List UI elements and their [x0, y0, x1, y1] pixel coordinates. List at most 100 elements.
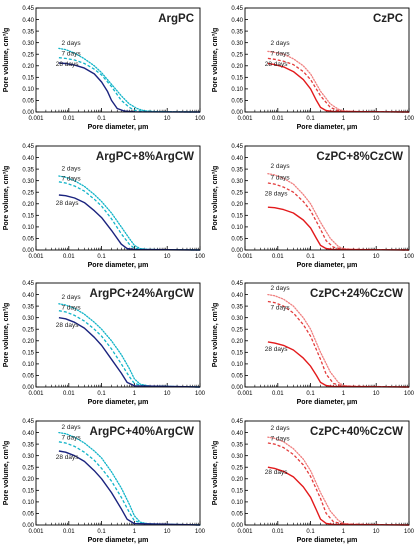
x-tick-label: 0.1 [97, 529, 106, 535]
x-tick-label: 0.1 [97, 116, 106, 122]
x-tick-label: 10 [373, 391, 380, 397]
x-tick-label: 1 [133, 529, 137, 535]
y-tick-label: 0.30 [22, 453, 34, 459]
y-tick-label: 0.15 [231, 351, 243, 357]
y-axis-label: Pore volume, cm³/g [212, 28, 219, 93]
series-line [267, 62, 410, 113]
chart-panel: 0.00 0.05 0.10 0.15 0.20 0.25 0.30 0.35 0.40 0.45… [212, 419, 415, 544]
y-tick-label: 0.25 [22, 327, 34, 333]
y-tick-label: 0.40 [231, 430, 243, 436]
series-label: 7 days [62, 175, 82, 182]
series-label: 28 days [56, 454, 80, 461]
chart-title: ArgPC [158, 13, 194, 25]
series-label: 7 days [271, 174, 291, 181]
y-axis-label: Pore volume, cm³/g [212, 440, 219, 505]
y-axis-label: Pore volume, cm³/g [212, 303, 219, 368]
y-tick-label: 0.15 [231, 488, 243, 494]
series-line [267, 57, 410, 113]
y-tick-label: 0.05 [231, 99, 243, 105]
series-label: 28 days [265, 346, 289, 353]
x-tick-label: 0.01 [63, 116, 75, 122]
y-tick-label: 0.45 [22, 281, 34, 287]
y-tick-label: 0.20 [231, 476, 243, 482]
y-tick-label: 0.00 [231, 385, 243, 391]
x-tick-label: 10 [164, 254, 171, 260]
y-tick-label: 0.35 [231, 167, 243, 173]
y-tick-label: 0.10 [22, 362, 34, 368]
series-line [58, 317, 201, 388]
series-line [267, 50, 410, 113]
x-tick-label: 100 [195, 391, 206, 397]
y-tick-label: 0.45 [231, 144, 243, 150]
y-axis-label: Pore volume, cm³/g [3, 303, 10, 368]
x-tick-label: 10 [373, 529, 380, 535]
y-tick-label: 0.15 [22, 213, 34, 219]
y-tick-label: 0.05 [231, 374, 243, 380]
y-tick-label: 0.40 [22, 18, 34, 24]
y-tick-label: 0.20 [22, 201, 34, 207]
series-line [58, 449, 201, 526]
x-tick-label: 10 [373, 254, 380, 260]
x-tick-label: 100 [195, 116, 206, 122]
y-tick-label: 0.45 [231, 281, 243, 287]
series-line [58, 174, 201, 251]
y-tick-label: 0.25 [231, 190, 243, 196]
x-axis-label: Pore diameter, μm [88, 399, 149, 406]
x-tick-label: 0.1 [306, 391, 315, 397]
y-tick-label: 0.20 [22, 339, 34, 345]
x-tick-label: 10 [164, 391, 171, 397]
chart-title: CzPC+8%CzCW [316, 151, 403, 163]
series-label: 2 days [271, 425, 291, 432]
y-tick-label: 0.05 [22, 236, 34, 242]
y-tick-label: 0.20 [231, 339, 243, 345]
x-tick-label: 0.1 [306, 529, 315, 535]
y-tick-label: 0.40 [22, 155, 34, 161]
x-axis-label: Pore diameter, μm [88, 124, 149, 131]
y-tick-label: 0.30 [22, 41, 34, 47]
y-tick-label: 0.25 [231, 465, 243, 471]
y-axis-label: Pore volume, cm³/g [212, 165, 219, 230]
x-tick-label: 0.1 [97, 254, 106, 260]
chart-panel: 0.00 0.05 0.10 0.15 0.20 0.25 0.30 0.35 0.40 0.45… [3, 419, 206, 544]
chart-panel: 0.00 0.05 0.10 0.15 0.20 0.25 0.30 0.35 0.40 0.45… [212, 144, 415, 269]
y-tick-label: 0.35 [231, 442, 243, 448]
series-line [58, 62, 201, 113]
y-tick-label: 0.05 [22, 511, 34, 517]
plot-frame [35, 145, 201, 250]
x-axis-label: Pore diameter, μm [297, 537, 358, 544]
y-tick-label: 0.10 [22, 87, 34, 93]
chart-title: ArgPC+8%ArgCW [96, 151, 194, 163]
y-tick-label: 0.35 [22, 167, 34, 173]
x-tick-label: 10 [164, 116, 171, 122]
series-label: 28 days [265, 469, 289, 476]
y-tick-label: 0.45 [231, 419, 243, 425]
y-tick-label: 0.35 [22, 304, 34, 310]
x-tick-label: 1 [133, 254, 137, 260]
y-tick-label: 0.40 [231, 293, 243, 299]
series-label: 2 days [62, 165, 82, 172]
y-tick-label: 0.40 [22, 430, 34, 436]
y-tick-label: 0.30 [231, 453, 243, 459]
y-tick-label: 0.25 [22, 465, 34, 471]
series-line [58, 47, 201, 113]
series-line [267, 341, 410, 388]
x-tick-label: 1 [342, 529, 346, 535]
x-tick-label: 0.001 [28, 116, 44, 122]
y-tick-label: 0.10 [231, 500, 243, 506]
series-label: 7 days [62, 434, 82, 441]
chart-panel: 0.00 0.05 0.10 0.15 0.20 0.25 0.30 0.35 0.40 0.45… [3, 144, 206, 269]
plot-frame [244, 282, 410, 388]
plot-frame [35, 420, 201, 525]
y-tick-label: 0.10 [231, 87, 243, 93]
series-line [267, 181, 410, 251]
plot-frame [35, 282, 201, 388]
y-tick-label: 0.45 [22, 419, 34, 425]
y-tick-label: 0.05 [231, 511, 243, 517]
x-tick-label: 0.01 [272, 254, 284, 260]
y-tick-label: 0.40 [231, 155, 243, 161]
x-tick-label: 1 [342, 254, 346, 260]
series-line [267, 206, 410, 251]
x-tick-label: 100 [404, 254, 415, 260]
chart-title: CzPC+24%CzCW [310, 288, 403, 300]
series-label: 7 days [271, 305, 291, 312]
